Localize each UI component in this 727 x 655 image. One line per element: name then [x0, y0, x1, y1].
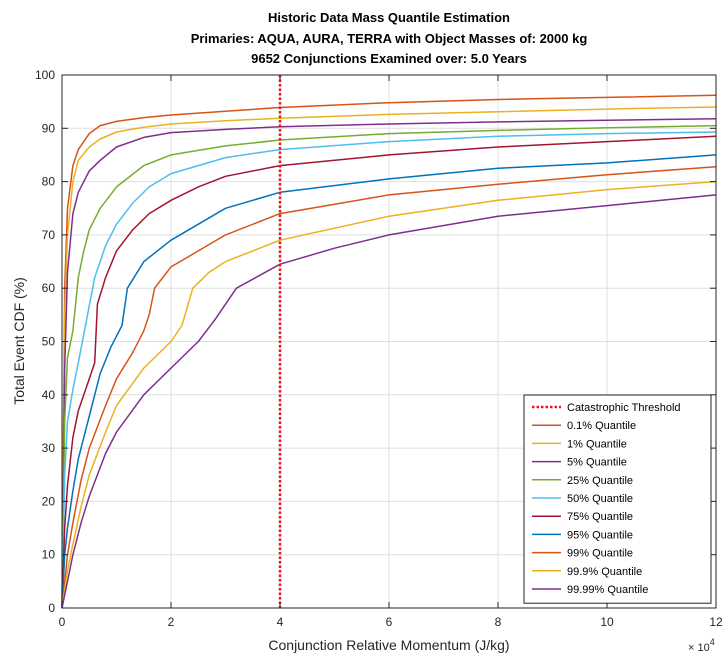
- legend: Catastrophic Threshold 0.1% Quantile 1% Qu…: [523, 394, 712, 604]
- series-line-7: [61, 154, 717, 609]
- series-line-2: [61, 106, 717, 609]
- y-tick-label: 20: [42, 494, 56, 508]
- legend-label: 95% Quantile: [567, 529, 633, 541]
- legend-label: 99.99% Quantile: [567, 584, 648, 596]
- legend-label: 25% Quantile: [567, 475, 633, 487]
- legend-label: 1% Quantile: [567, 438, 627, 450]
- chart-title-line-1: Historic Data Mass Quantile Estimation: [268, 10, 510, 25]
- y-tick-label: 60: [42, 281, 56, 295]
- x-tick-label: 4: [277, 615, 284, 629]
- legend-label: 99.9% Quantile: [567, 566, 642, 578]
- y-tick-label: 90: [42, 121, 56, 135]
- x-tick-label: 0: [59, 615, 66, 629]
- x-tick-label: 8: [495, 615, 502, 629]
- series-line-3: [61, 117, 717, 609]
- y-axis-label: Total Event CDF (%): [11, 277, 27, 405]
- y-tick-label: 100: [35, 68, 55, 82]
- x-tick-label: 12: [709, 615, 723, 629]
- legend-box: [523, 394, 712, 604]
- series-line-6: [61, 135, 717, 609]
- legend-label: Catastrophic Threshold: [567, 402, 681, 414]
- legend-label: 0.1% Quantile: [567, 420, 636, 432]
- legend-label: 99% Quantile: [567, 548, 633, 560]
- x-exponent-base: × 10: [688, 642, 710, 654]
- x-tick-label: 6: [386, 615, 393, 629]
- x-exponent-power: 4: [710, 637, 715, 647]
- y-tick-label: 40: [42, 388, 56, 402]
- y-tick-label: 80: [42, 175, 56, 189]
- chart-title-line-3: 9652 Conjunctions Examined over: 5.0 Yea…: [251, 51, 527, 66]
- series-line-10: [61, 194, 717, 609]
- series-line-9: [61, 180, 717, 609]
- series-line-4: [61, 124, 717, 609]
- legend-label: 50% Quantile: [567, 493, 633, 505]
- series-group: [61, 94, 717, 609]
- x-tick-label: 2: [168, 615, 175, 629]
- legend-label: 5% Quantile: [567, 457, 627, 469]
- series-line-5: [61, 131, 717, 609]
- y-tick-label: 30: [42, 441, 56, 455]
- x-tick-label: 10: [600, 615, 614, 629]
- series-line-8: [61, 165, 717, 609]
- x-axis-label: Conjunction Relative Momentum (J/kg): [268, 637, 509, 653]
- x-axis-exponent: × 104: [688, 637, 715, 654]
- y-tick-label: 50: [42, 335, 56, 349]
- y-tick-label: 10: [42, 548, 56, 562]
- legend-label: 75% Quantile: [567, 511, 633, 523]
- chart-title-line-2: Primaries: AQUA, AURA, TERRA with Object…: [191, 31, 588, 46]
- series-line-1: [61, 94, 717, 609]
- y-tick-label: 70: [42, 228, 56, 242]
- axis-ticks: 0 2 4 6 8 10 12 0 10 20 30 40 50 60 70 80 90 100: [35, 68, 723, 629]
- y-tick-label: 0: [48, 601, 55, 615]
